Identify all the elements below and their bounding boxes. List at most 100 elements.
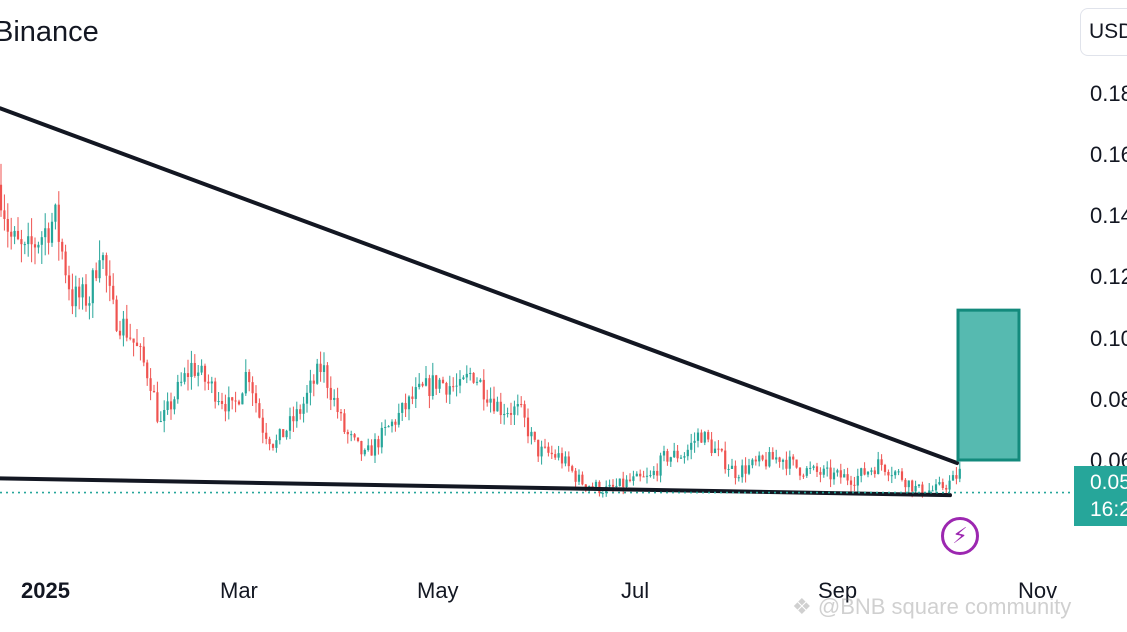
candle-down (839, 470, 842, 478)
candle-up (577, 474, 581, 482)
candle-down (193, 362, 196, 376)
candle-down (146, 362, 149, 379)
candle-down (656, 470, 659, 476)
candle-up (652, 470, 655, 476)
currency-button[interactable]: USD (1080, 8, 1127, 56)
candle-up (866, 471, 870, 475)
candle-down (411, 396, 414, 399)
candle-down (343, 413, 346, 432)
candle-up (210, 381, 213, 384)
support-trendline[interactable] (0, 476, 952, 498)
candle-up (870, 470, 873, 472)
candle-down (135, 342, 139, 346)
candle-down (720, 448, 723, 451)
candle-down (628, 479, 632, 481)
candle-down (404, 402, 407, 410)
candle-down (955, 475, 958, 479)
y-tick-label: 0.10 (1090, 326, 1127, 351)
candle-up (302, 403, 305, 414)
candle-down (829, 467, 832, 480)
candle-up (809, 467, 812, 469)
candle-up (730, 465, 734, 469)
candle-up (44, 228, 47, 238)
candle-up (503, 413, 506, 416)
candle-down (785, 459, 788, 469)
candle-up (163, 410, 166, 422)
candle-up (931, 490, 934, 492)
candle-down (880, 459, 883, 465)
candle-up (305, 392, 309, 404)
candle-up (13, 230, 16, 237)
candle-up (88, 303, 91, 306)
candle-up (516, 404, 519, 407)
candle-up (190, 362, 193, 377)
candle-up (540, 446, 543, 457)
lightning-bolt-icon[interactable]: ⚡ (941, 517, 979, 555)
candle-down (353, 434, 356, 438)
candle-up (948, 480, 951, 490)
candle-up (81, 284, 84, 298)
candle-down (20, 239, 23, 245)
candle-up (826, 467, 829, 469)
candle-down (778, 457, 781, 462)
candle-down (105, 255, 108, 276)
candle-up (462, 377, 465, 380)
candle-up (275, 440, 278, 448)
candle-down (547, 446, 550, 453)
candle-down (108, 275, 111, 286)
candle-down (941, 482, 944, 488)
candle-up (469, 372, 472, 374)
candle-down (47, 228, 50, 243)
candle-down (802, 475, 805, 477)
candle-down (207, 381, 210, 384)
candle-up (832, 472, 836, 480)
candle-down (336, 397, 339, 413)
candle-down (883, 464, 887, 472)
x-tick-label: Mar (220, 578, 258, 603)
target-box[interactable] (956, 308, 1021, 462)
candle-up (822, 468, 825, 475)
candle-down (945, 487, 948, 490)
candle-down (537, 439, 540, 457)
candle-down (499, 401, 502, 416)
candle-down (33, 244, 37, 248)
candle-down (67, 275, 71, 290)
bar-countdown: 16:2 (1090, 498, 1127, 521)
candle-up (805, 468, 808, 476)
candle-up (241, 393, 244, 405)
candle-down (795, 459, 798, 468)
candle-down (224, 403, 227, 412)
candle-down (78, 286, 81, 298)
candle-down (258, 403, 261, 418)
candle-up (316, 363, 319, 384)
descending-resistance-trendline[interactable] (0, 106, 959, 466)
candle-up (23, 244, 26, 246)
candle-up (703, 432, 706, 443)
candle-down (482, 379, 485, 400)
candle-up (200, 365, 203, 373)
candle-up (159, 421, 162, 423)
candle-down (887, 471, 890, 476)
candle-up (91, 270, 94, 304)
candle-up (788, 456, 791, 469)
candle-down (707, 432, 710, 440)
candle-down (428, 378, 431, 396)
candle-down (639, 473, 642, 477)
candle-down (203, 365, 207, 382)
candle-down (268, 438, 271, 445)
candle-down (734, 465, 737, 479)
candle-down (360, 440, 363, 455)
x-tick-label: Sep (818, 578, 858, 603)
candle-down (370, 445, 373, 456)
candle-down (61, 241, 64, 252)
candle-down (152, 390, 156, 393)
candle-down (900, 471, 904, 480)
candle-down (169, 401, 173, 410)
candle-down (710, 439, 713, 454)
candle-down (10, 231, 13, 237)
candle-down (299, 409, 302, 414)
candle-up (438, 379, 441, 389)
x-tick-label: May (417, 578, 459, 603)
candle-down (30, 236, 33, 245)
